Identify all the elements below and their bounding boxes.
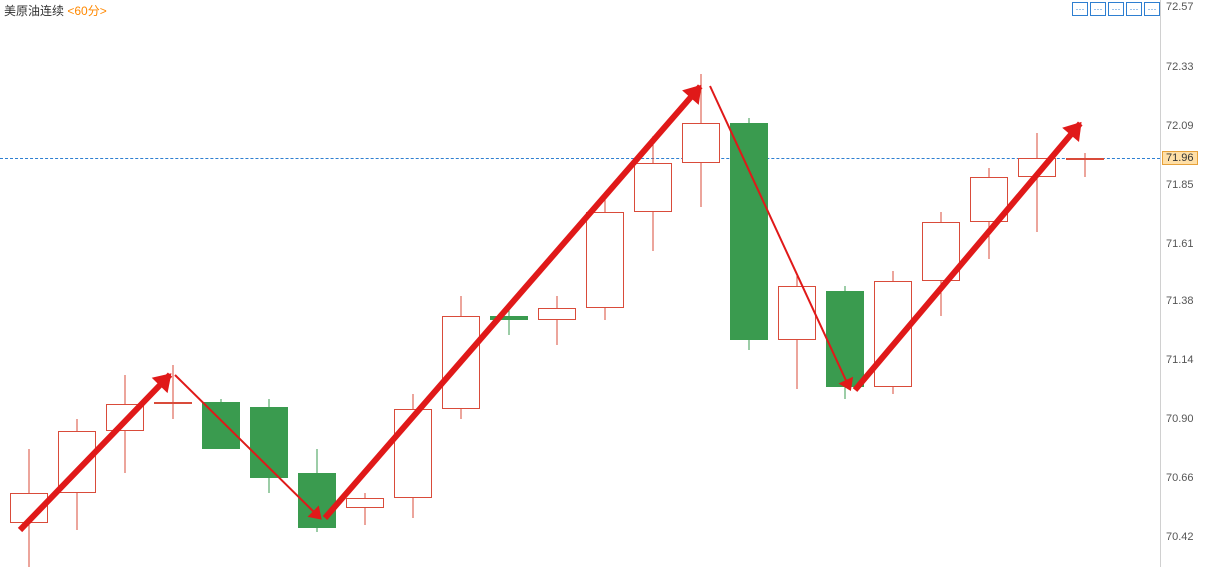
- candle-body: [346, 498, 384, 508]
- candle-body: [538, 308, 576, 320]
- yaxis-tick: 72.09: [1166, 120, 1194, 132]
- candle: [106, 0, 144, 567]
- chart-title: 美原油连续 <60分>: [4, 2, 107, 19]
- yaxis-tick: 70.90: [1166, 413, 1194, 425]
- candle-body: [394, 409, 432, 498]
- candle: [10, 0, 48, 567]
- candle: [970, 0, 1008, 567]
- candle: [202, 0, 240, 567]
- candle: [874, 0, 912, 567]
- candle-wick: [1037, 133, 1038, 232]
- candle-wick: [557, 296, 558, 345]
- candle-body: [730, 123, 768, 340]
- candle: [634, 0, 672, 567]
- price-axis: 71.96 72.57 72.33 72.09 71.85 71.61 71.38 71.1…: [1160, 0, 1220, 567]
- candle: [490, 0, 528, 567]
- yaxis-tick: 71.38: [1166, 295, 1194, 307]
- candle: [442, 0, 480, 567]
- candle-body: [586, 212, 624, 308]
- yaxis-tick: 70.66: [1166, 472, 1194, 484]
- candle-body: [778, 286, 816, 340]
- right-icon[interactable]: ⋯: [1108, 2, 1124, 16]
- yaxis-tick: 71.85: [1166, 179, 1194, 191]
- candle: [538, 0, 576, 567]
- yaxis-tick: 72.33: [1166, 61, 1194, 73]
- bar-icon[interactable]: ⋯: [1090, 2, 1106, 16]
- yaxis-tick: 70.42: [1166, 531, 1194, 543]
- candle: [1018, 0, 1056, 567]
- candle-body: [1066, 158, 1104, 160]
- candle: [586, 0, 624, 567]
- price-chart[interactable]: [0, 0, 1161, 567]
- candle-wick: [1085, 153, 1086, 178]
- yaxis-tick: 71.61: [1166, 238, 1194, 250]
- candle-wick: [173, 365, 174, 419]
- yaxis-tick: 71.14: [1166, 354, 1194, 366]
- bar2-icon[interactable]: ⋯: [1126, 2, 1142, 16]
- candle: [298, 0, 336, 567]
- candle-body: [682, 123, 720, 162]
- left-icon[interactable]: ⋯: [1144, 2, 1160, 16]
- last-price-tag: 71.96: [1162, 151, 1198, 165]
- candle-body: [154, 402, 192, 404]
- timeframe-label: <60分>: [67, 4, 106, 18]
- candle: [826, 0, 864, 567]
- yaxis-tick: 72.57: [1166, 1, 1194, 13]
- candle: [730, 0, 768, 567]
- instrument-name: 美原油连续: [4, 4, 64, 18]
- plus-icon[interactable]: ⋯: [1072, 2, 1088, 16]
- candle-body: [874, 281, 912, 387]
- candle: [394, 0, 432, 567]
- candle: [778, 0, 816, 567]
- candle-body: [826, 291, 864, 387]
- candle: [1066, 0, 1104, 567]
- chart-toolbar: ⋯⋯⋯⋯⋯: [1072, 2, 1160, 16]
- candle-body: [634, 163, 672, 212]
- candle: [154, 0, 192, 567]
